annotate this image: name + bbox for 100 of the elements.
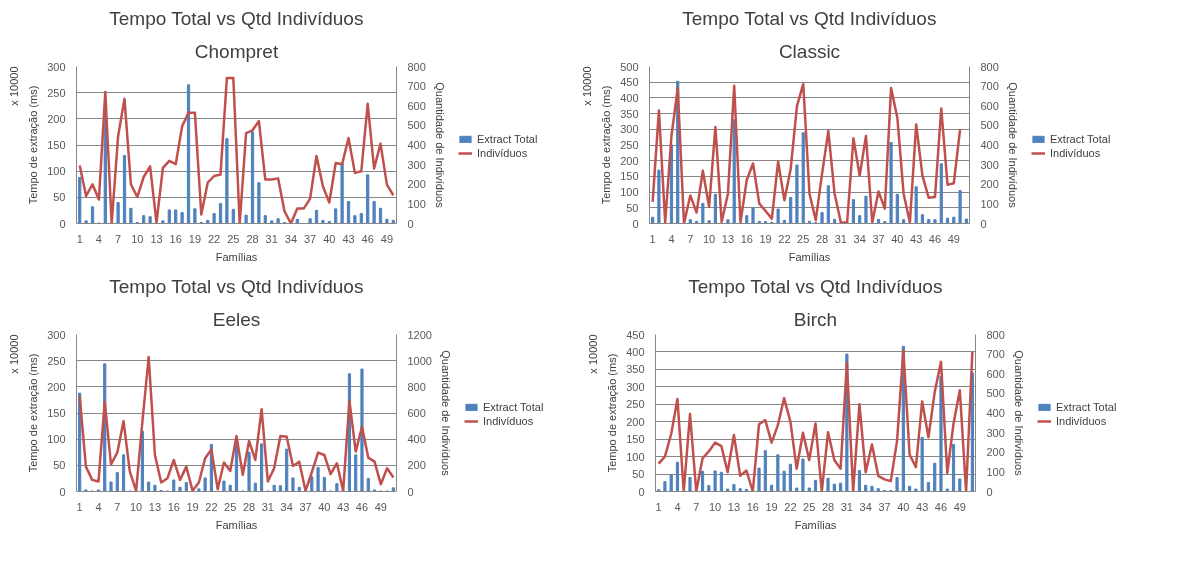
legend-label: Indivíduos — [1050, 147, 1101, 159]
x-tick-label: 31 — [261, 500, 274, 513]
y2-tick-label: 100 — [407, 197, 426, 210]
y2-tick-label: 300 — [986, 426, 1005, 439]
x-tick-label: 13 — [148, 500, 162, 513]
y-tick-label: 300 — [626, 380, 645, 393]
x-tick-label: 40 — [897, 500, 910, 513]
y2-tick-label: 200 — [986, 446, 1005, 459]
y-tick-label: 250 — [47, 86, 66, 99]
y2-tick-label: 800 — [980, 60, 999, 73]
x-tick-label: 22 — [205, 500, 218, 513]
x-tick-label: 25 — [797, 232, 810, 245]
x-tick-label: 25 — [224, 500, 237, 513]
x-tick-label: 37 — [299, 500, 312, 513]
legend-label: Extract Total — [1056, 401, 1117, 413]
y-axis-title: Tempo de extração (ms) — [27, 85, 40, 205]
text: x 10000 — [586, 334, 599, 374]
x-tick-label: 7 — [693, 500, 700, 513]
x-tick-label: 43 — [337, 500, 350, 513]
y-tick-label: 150 — [626, 433, 645, 446]
x-tick-label: 34 — [853, 232, 866, 245]
y2-tick-label: 600 — [407, 99, 426, 112]
chart-title: Tempo Total vs Qtd Indivíduos — [688, 275, 943, 297]
y-tick-label: 350 — [626, 363, 645, 376]
x-tick-label: 13 — [721, 232, 735, 245]
y-tick-label: 400 — [626, 345, 645, 358]
y2-tick-label: 0 — [986, 485, 993, 498]
y2-tick-label: 200 — [407, 178, 426, 191]
y2-tick-label: 0 — [407, 217, 414, 230]
x-tick-label: 7 — [114, 500, 121, 513]
y-tick-label: 50 — [53, 459, 66, 472]
x-tick-label: 22 — [784, 500, 797, 513]
y2-tick-label: 500 — [986, 387, 1005, 400]
x-tick-label: 16 — [167, 500, 180, 513]
y2-tick-label: 400 — [986, 407, 1005, 419]
y2-axis-title: Quantidade de Indivíduos — [1006, 82, 1019, 209]
x-tick-label: 19 — [759, 232, 772, 245]
y-tick-label: 200 — [47, 380, 66, 393]
x-axis-title: Famílias — [215, 250, 258, 263]
y-axis-title: Tempo de extração (ms) — [600, 85, 613, 205]
x-tick-label: 46 — [355, 500, 369, 513]
x-tick-label: 28 — [242, 500, 256, 513]
x-tick-label: 46 — [928, 232, 942, 245]
y-tick-label: 100 — [47, 165, 66, 178]
x-tick-label: 34 — [280, 500, 293, 513]
y-tick-label: 150 — [47, 139, 66, 151]
x-tick-label: 19 — [186, 500, 199, 513]
x-tick-label: 4 — [674, 500, 681, 513]
y2-tick-label: 500 — [407, 119, 426, 132]
chart-subtitle: Classic — [778, 40, 841, 62]
x-tick-label: 10 — [129, 500, 143, 513]
legend-label: Indivíduos — [483, 415, 534, 427]
x-tick-label: 7 — [687, 232, 694, 245]
y2-tick-label: 800 — [986, 328, 1005, 341]
y2-axis-title: Quantidade de Indivíduos — [439, 350, 452, 477]
y-tick-label: 0 — [59, 217, 66, 230]
x-tick-label: 4 — [95, 500, 102, 513]
x-axis-title: Famílias — [215, 518, 258, 531]
y2-tick-label: 200 — [407, 459, 426, 472]
x-axis-title: Famílias — [788, 250, 831, 263]
chart-title: Tempo Total vs Qtd Indivíduos — [109, 7, 364, 29]
y-tick-label: 50 — [626, 201, 639, 214]
y-tick-label: 100 — [47, 433, 66, 446]
x-tick-label: 13 — [150, 232, 163, 245]
x-tick-label: 37 — [872, 232, 885, 245]
y-tick-label: 300 — [47, 328, 66, 341]
x-tick-label: 1 — [76, 500, 83, 513]
text: x 10000 — [7, 334, 20, 374]
y-tick-label: 400 — [620, 91, 639, 104]
y2-tick-label: 0 — [407, 485, 414, 498]
y-tick-label: 450 — [626, 328, 645, 341]
x-axis-title: Famílias — [794, 518, 837, 531]
x-tick-label: 31 — [840, 500, 853, 513]
legend-label: Indivíduos — [1056, 415, 1107, 427]
x-tick-label: 1 — [76, 232, 83, 245]
x-tick-label: 22 — [778, 232, 791, 245]
x-tick-label: 34 — [284, 232, 298, 245]
y-tick-label: 0 — [632, 217, 639, 230]
chart-subtitle: Eeles — [212, 308, 261, 330]
y-tick-label: 150 — [620, 170, 639, 183]
y2-tick-label: 800 — [407, 380, 426, 393]
y-tick-label: 200 — [47, 112, 66, 125]
y-tick-label: 0 — [59, 485, 66, 498]
x-tick-label: 34 — [859, 500, 872, 513]
chart-subtitle: Chompret — [194, 40, 279, 62]
y-tick-label: 500 — [620, 60, 639, 73]
x-tick-label: 7 — [115, 232, 122, 245]
chart-subtitle: Birch — [793, 308, 838, 330]
x-tick-label: 13 — [727, 500, 741, 513]
x-tick-label: 1 — [655, 500, 662, 513]
x-tick-label: 25 — [803, 500, 816, 513]
legend-label: Extract Total — [1050, 133, 1111, 145]
chart-title: Tempo Total vs Qtd Indivíduos — [109, 275, 364, 297]
x-tick-label: 49 — [947, 232, 960, 245]
legend-label: Indivíduos — [477, 147, 528, 159]
y2-tick-label: 400 — [980, 139, 999, 151]
x-tick-label: 16 — [169, 232, 182, 245]
y2-tick-label: 600 — [986, 367, 1005, 380]
y2-tick-label: 800 — [407, 60, 426, 73]
y-tick-label: 100 — [620, 186, 639, 199]
